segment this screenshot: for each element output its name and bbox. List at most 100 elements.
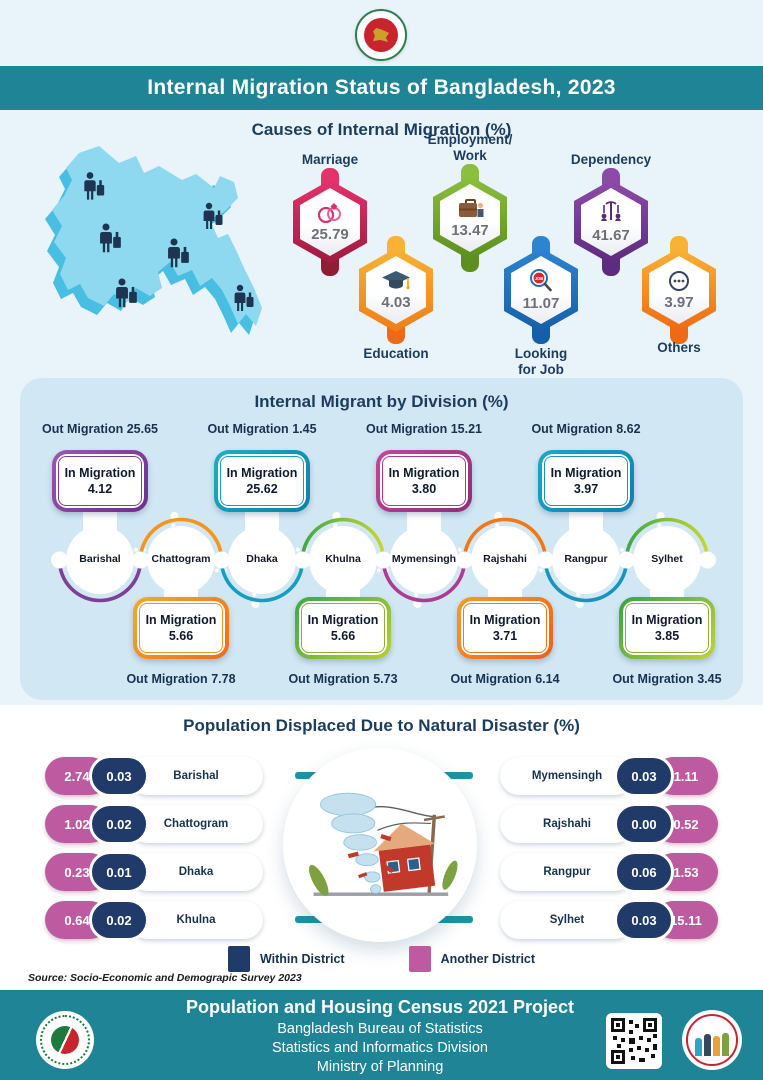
out-migration-label-barishal: Out Migration 25.65: [41, 422, 158, 436]
causes-section-title: Causes of Internal Migration (%): [251, 120, 512, 139]
hexagon-education: 4.03: [359, 236, 433, 344]
disaster-row-dhaka: 0.23 0.01 Dhaka: [45, 851, 263, 893]
out-migration-label-khulna: Out Migration 5.73: [288, 672, 398, 686]
map-landmass: [52, 146, 262, 326]
footer-division: Statistics and Informatics Division: [272, 1039, 488, 1056]
disaster-legend: Within District Another District: [0, 946, 763, 972]
hexagon-face: 4.03: [366, 256, 426, 324]
debris: [347, 833, 394, 879]
qr-code-pattern: [611, 1018, 657, 1064]
out-migration-label-dhaka: Out Migration 1.45: [207, 422, 317, 436]
cause-label-education: Education: [363, 346, 429, 361]
division-panel: Internal Migrant by Division (%): [20, 378, 743, 700]
bangladesh-map-svg: [45, 146, 262, 335]
footer-project-title: Population and Housing Census 2021 Proje…: [185, 997, 575, 1017]
in-migration-box-dhaka: In Migration 25.62: [214, 450, 310, 512]
disaster-row-mymensingh: Mymensingh 0.03 1.11: [500, 755, 718, 797]
division-keyholes: [66, 478, 701, 642]
division-arcs: [57, 517, 710, 603]
division-name-pill: Khulna: [129, 901, 263, 939]
title-banner: Internal Migration Status of Bangladesh,…: [0, 66, 763, 110]
division-name-pill: Mymensingh: [500, 757, 634, 795]
cause-marriage: Marriage 25.79: [265, 110, 395, 370]
wedding-rings-icon: [317, 203, 341, 224]
briefcase-icon: [459, 199, 484, 217]
graduation-cap-icon: [382, 271, 410, 290]
hexagon-face: JOB 11.07: [511, 256, 571, 324]
hexagon-looking-for-job: JOB 11.07: [504, 236, 578, 344]
in-migration-box-rangpur: In Migration 3.97: [538, 450, 634, 512]
bbs-logo-emblem: [51, 1026, 79, 1054]
in-migration-box-chattogram: In Migration 5.66: [133, 597, 229, 659]
division-name-pill: Dhaka: [129, 853, 263, 891]
in-migration-box-khulna: In Migration 5.66: [295, 597, 391, 659]
cause-value: 13.47: [451, 222, 489, 239]
legend-another-district: Another District: [408, 946, 535, 972]
division-name-pill: Chattogram: [129, 805, 263, 843]
disaster-row-rajshahi: Rajshahi 0.00 0.52: [500, 803, 718, 845]
within-district-pill: 0.02: [89, 899, 149, 941]
within-district-pill: 0.06: [614, 851, 674, 893]
census-project-logo: [682, 1010, 742, 1070]
census-figure: [722, 1033, 729, 1056]
qr-code: [606, 1013, 662, 1069]
division-chain-graphic: [51, 478, 716, 642]
out-migration-label-sylhet: Out Migration 3.45: [612, 672, 722, 686]
page-title: Internal Migration Status of Bangladesh,…: [147, 76, 616, 99]
division-name-sylhet: Sylhet: [651, 553, 683, 565]
hexagon-face: 3.97: [649, 256, 709, 324]
in-migration-box-barishal: In Migration 4.12: [52, 450, 148, 512]
in-migration-box-rajshahi: In Migration 3.71: [457, 597, 553, 659]
within-district-pill: 0.00: [614, 803, 674, 845]
hexagon-dependency: 41.67: [574, 168, 648, 276]
census-figure: [704, 1034, 711, 1056]
cause-label-marriage: Marriage: [301, 152, 359, 167]
cause-education: 4.03 Education: [331, 110, 461, 370]
cause-label-employment: Employment/ Work: [427, 132, 513, 163]
seal-red-disc: [364, 18, 398, 52]
bbs-logo: [36, 1011, 94, 1069]
disaster-row-chattogram: 1.02 0.02 Chattogram: [45, 803, 263, 845]
ground-line: [313, 892, 449, 896]
census-logo-ring: [686, 1014, 738, 1066]
cause-label-dependency: Dependency: [570, 152, 652, 167]
division-section-title: Internal Migrant by Division (%): [254, 392, 509, 411]
cause-value: 4.03: [381, 294, 411, 311]
seal-map-glyph: [373, 28, 389, 42]
tornado-illustration: [283, 748, 477, 942]
out-migration-label-mymensingh: Out Migration 15.21: [365, 422, 482, 436]
cause-others: 3.97 Others: [614, 110, 744, 370]
cause-value: 11.07: [522, 295, 560, 312]
cause-dependency: Dependency 41.67: [546, 110, 676, 370]
census-figure: [713, 1036, 720, 1056]
out-migration-label-rangpur: Out Migration 8.62: [531, 422, 641, 436]
hexagon-employment: 13.47: [433, 164, 507, 272]
division-name-khulna: Khulna: [325, 553, 361, 565]
in-migration-box-sylhet: In Migration 3.85: [619, 597, 715, 659]
svg-text:JOB: JOB: [535, 276, 544, 281]
ellipsis-circle-icon: [669, 271, 689, 291]
chain-dots: [51, 551, 716, 569]
within-district-pill: 0.03: [89, 755, 149, 797]
hexagon-marriage: 25.79: [293, 168, 367, 276]
in-migration-box-mymensingh: In Migration 3.80: [376, 450, 472, 512]
cause-value: 25.79: [311, 226, 349, 243]
balance-scale-icon: [601, 201, 621, 221]
within-district-pill: 0.03: [614, 755, 674, 797]
out-migration-label-rajshahi: Out Migration 6.14: [450, 672, 560, 686]
legend-within-district: Within District: [227, 946, 345, 972]
disaster-row-rangpur: Rangpur 0.06 1.53: [500, 851, 718, 893]
bbs-logo-ring: [40, 1015, 90, 1065]
out-migration-label-chattogram: Out Migration 7.78: [126, 672, 236, 686]
division-name-rangpur: Rangpur: [564, 553, 608, 565]
job-search-magnifier-icon: JOB: [530, 269, 552, 292]
disaster-row-sylhet: Sylhet 0.03 15.11: [500, 899, 718, 941]
bangladesh-government-seal-logo: [355, 9, 407, 61]
house: [373, 823, 436, 892]
division-name-chattogram: Chattogram: [151, 553, 211, 565]
legend-swatch-another: [408, 946, 431, 972]
legend-swatch-within: [227, 946, 250, 972]
tornado-funnel: [320, 792, 382, 894]
division-name-dhaka: Dhaka: [246, 553, 278, 565]
